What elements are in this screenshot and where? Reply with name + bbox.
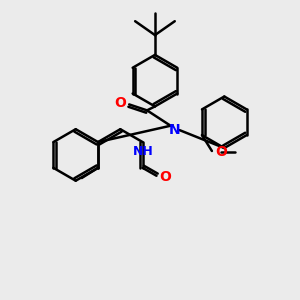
Text: O: O <box>215 145 227 159</box>
Text: N: N <box>169 123 181 137</box>
Text: NH: NH <box>133 145 154 158</box>
Text: O: O <box>114 96 126 110</box>
Text: O: O <box>160 170 171 184</box>
